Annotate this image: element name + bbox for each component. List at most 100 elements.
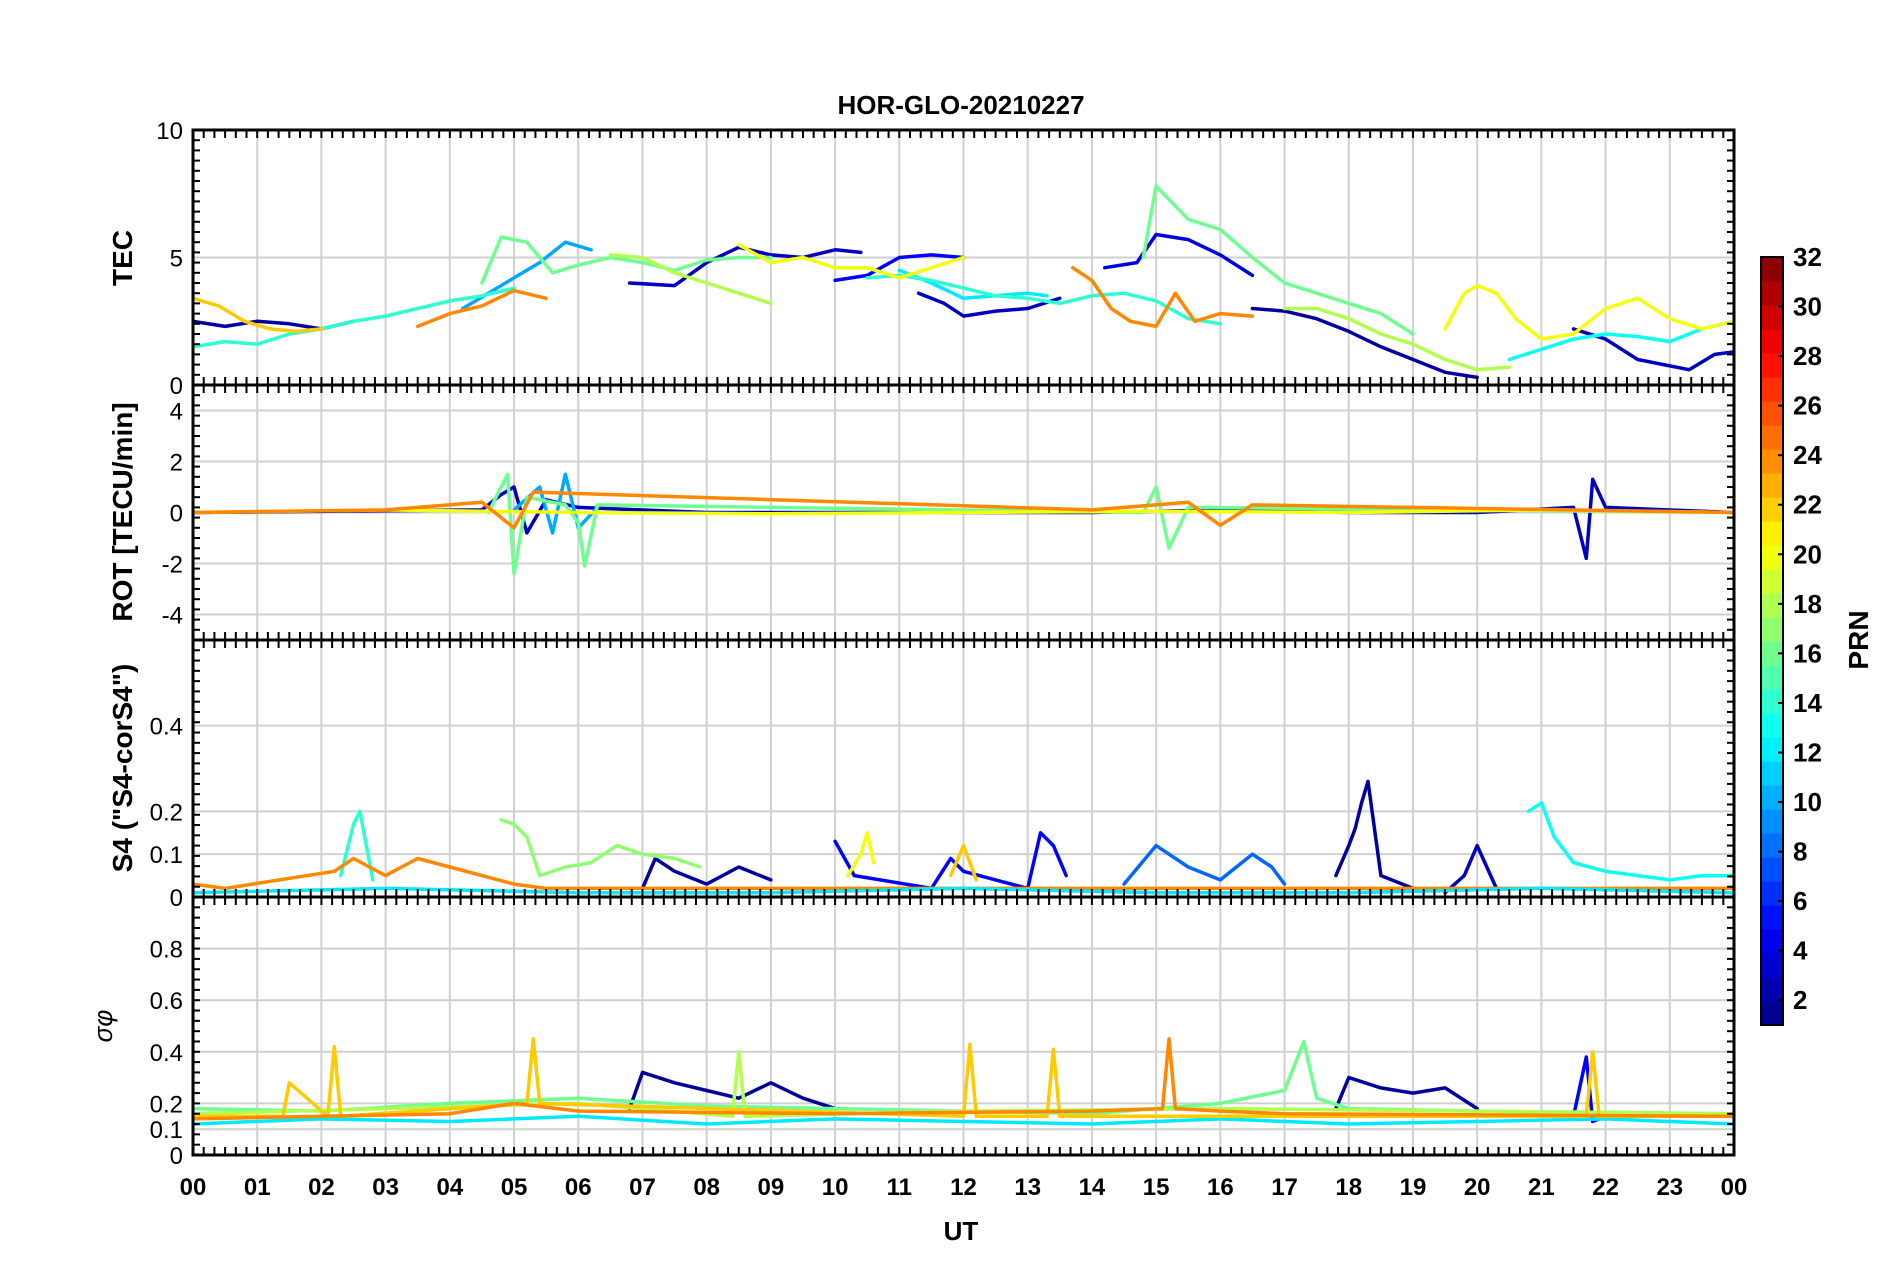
x-tick-label: 15 xyxy=(1143,1174,1170,1201)
colorbar-segment xyxy=(1761,497,1783,522)
colorbar-tick-label: 20 xyxy=(1793,539,1822,569)
y-tick-label-tec: 5 xyxy=(170,246,183,273)
y-tick-label-rot: -4 xyxy=(162,603,183,630)
series-line-tec-prn-14 xyxy=(193,286,516,349)
series-line-tec-prn-2 xyxy=(1250,306,1479,380)
y-axis-label-rot: ROT [TECU/min] xyxy=(107,402,138,621)
colorbar-segment xyxy=(1761,857,1783,882)
x-tick-label: 02 xyxy=(308,1174,335,1201)
colorbar-tick-label: 8 xyxy=(1793,837,1807,867)
y-axis-label-sigma: σφ xyxy=(88,1010,118,1043)
y-tick-label-rot: -2 xyxy=(162,552,183,579)
colorbar-segment xyxy=(1761,329,1783,354)
series-group-sigma xyxy=(193,1037,1734,1126)
series-line-tec-prn-18 xyxy=(608,253,773,306)
colorbar-tick-label: 30 xyxy=(1793,292,1822,322)
x-tick-label: 22 xyxy=(1592,1174,1619,1201)
colorbar-tick-label: 2 xyxy=(1793,985,1807,1015)
series-line-tec-prn-3 xyxy=(627,245,863,288)
series-line-s4-prn-24 xyxy=(193,856,1734,891)
colorbar-tick-label: 28 xyxy=(1793,341,1822,371)
colorbar-segment xyxy=(1761,809,1783,834)
y-axis-label-s4: S4 ("S4-corS4") xyxy=(107,664,138,873)
y-tick-label-rot: 2 xyxy=(170,450,183,477)
x-tick-label: 08 xyxy=(693,1174,720,1201)
x-axis-label: UT xyxy=(944,1216,979,1246)
x-tick-label: 23 xyxy=(1656,1174,1683,1201)
series-line-rot-prn-24 xyxy=(193,490,1734,530)
colorbar-segment xyxy=(1761,353,1783,378)
colorbar-tick-label: 16 xyxy=(1793,638,1822,668)
y-tick-label-sigma: 0.2 xyxy=(150,1091,183,1118)
series-line-tec-prn-3 xyxy=(1571,327,1734,372)
colorbar-segment xyxy=(1761,761,1783,786)
series-line-s4-prn-20 xyxy=(846,831,876,878)
colorbar-segment xyxy=(1761,1001,1783,1026)
y-tick-label-sigma: 0.4 xyxy=(150,1040,183,1067)
series-line-rot-prn-20 xyxy=(193,508,1734,516)
series-line-s4-prn-13 xyxy=(1526,801,1734,882)
series-line-s4-prn-14 xyxy=(338,809,375,882)
x-tick-label: 03 xyxy=(372,1174,399,1201)
x-tick-label: 19 xyxy=(1400,1174,1427,1201)
y-tick-label-sigma: 0.6 xyxy=(150,988,183,1015)
chart-title: HOR-GLO-20210227 xyxy=(837,90,1084,120)
colorbar-tick-label: 14 xyxy=(1793,688,1822,718)
y-tick-label-tec: 10 xyxy=(156,118,183,145)
panel-s4: 0 0.1 0.2 0.4 xyxy=(150,638,1736,912)
series-line-s4-prn-22 xyxy=(948,843,979,882)
y-axis-label-tec: TEC xyxy=(107,230,138,286)
colorbar-segment xyxy=(1761,785,1783,810)
colorbar-segment xyxy=(1761,521,1783,546)
y-ticks-tec xyxy=(193,129,1734,386)
series-line-sigma-prn-16 xyxy=(193,1039,1734,1116)
y-tick-label-s4: 0.2 xyxy=(150,799,183,826)
colorbar-tick-label: 4 xyxy=(1793,936,1808,966)
colorbar-frame xyxy=(1760,256,1784,1026)
y-tick-label-s4: 0 xyxy=(170,885,183,912)
colorbar-tick-label: 6 xyxy=(1793,886,1807,916)
series-line-sigma-prn-24 xyxy=(193,1037,1734,1121)
panel-tec: 0 5 10 xyxy=(156,118,1736,400)
colorbar-segment xyxy=(1761,953,1783,978)
colorbar-segment xyxy=(1761,905,1783,930)
colorbar-tick-label: 18 xyxy=(1793,589,1822,619)
y-tick-label-rot: 0 xyxy=(170,501,183,528)
series-line-tec-prn-18 xyxy=(1282,306,1512,372)
series-line-sigma-prn-2 xyxy=(1334,1075,1479,1111)
colorbar-tick-label: 32 xyxy=(1793,242,1822,272)
colorbar-segment xyxy=(1761,449,1783,474)
series-group-tec xyxy=(193,184,1734,380)
y-tick-label-sigma: 0.8 xyxy=(150,937,183,964)
colorbar-segment xyxy=(1761,665,1783,690)
x-tick-label: 16 xyxy=(1207,1174,1234,1201)
y-tick-label-tec: 0 xyxy=(170,373,183,400)
series-line-tec-prn-5 xyxy=(833,253,966,283)
x-tick-label: 06 xyxy=(565,1174,592,1201)
y-tick-label-sigma: 0 xyxy=(170,1143,183,1170)
colorbar-segment xyxy=(1761,545,1783,570)
series-line-sigma-prn-12 xyxy=(193,1114,1734,1126)
panels: 0510-4-202400.10.20.400.10.20.40.60.8TEC… xyxy=(88,118,1736,1170)
colorbar-segment xyxy=(1761,473,1783,498)
colorbar-segment xyxy=(1761,713,1783,738)
x-tick-label: 13 xyxy=(1014,1174,1041,1201)
series-line-tec-prn-4 xyxy=(1103,232,1255,278)
colorbar-segment xyxy=(1761,641,1783,666)
x-tick-label: 05 xyxy=(501,1174,528,1201)
colorbar-tick-label: 24 xyxy=(1793,440,1822,470)
y-tick-label-s4: 0.1 xyxy=(150,842,183,869)
series-line-sigma-prn-2 xyxy=(627,1070,837,1111)
x-tick-label: 04 xyxy=(436,1174,463,1201)
colorbar-segment xyxy=(1761,281,1783,306)
x-tick-label: 20 xyxy=(1464,1174,1491,1201)
series-line-tec-prn-3 xyxy=(916,291,1062,318)
colorbar-segment xyxy=(1761,929,1783,954)
colorbar-segment xyxy=(1761,881,1783,906)
series-group-rot xyxy=(193,472,1734,576)
x-tick-label: 07 xyxy=(629,1174,656,1201)
x-tick-label: 21 xyxy=(1528,1174,1555,1201)
colorbar-segment xyxy=(1761,977,1783,1002)
series-line-tec-prn-20 xyxy=(737,243,966,280)
